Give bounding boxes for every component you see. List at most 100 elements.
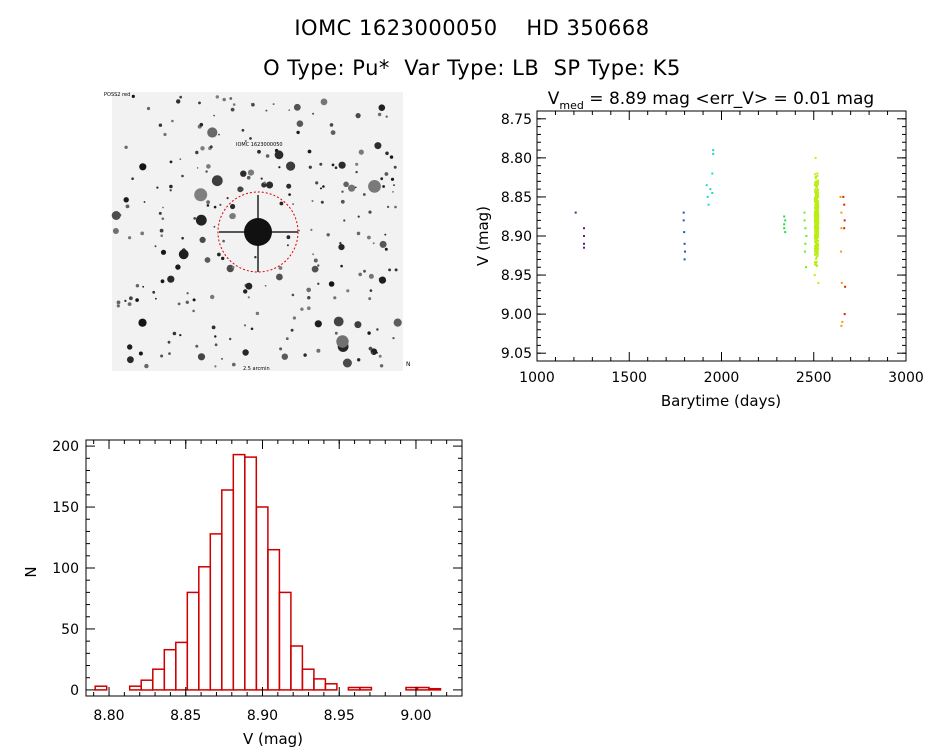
- light-curve-point: [816, 189, 819, 192]
- background-star: [303, 353, 307, 357]
- background-star: [172, 331, 177, 336]
- background-star: [358, 272, 363, 277]
- background-star: [135, 298, 139, 302]
- light-curve-point: [816, 193, 819, 196]
- light-curve-frame: [536, 110, 907, 362]
- light-curve-point: [840, 250, 843, 253]
- background-star: [195, 344, 199, 348]
- light-curve-point: [804, 242, 807, 245]
- background-star: [384, 233, 387, 236]
- histogram-ytick-label: 150: [52, 500, 79, 516]
- light-curve-point: [814, 207, 816, 209]
- histogram-bar: [140, 679, 154, 691]
- background-star: [288, 109, 291, 111]
- light-curve-points: [574, 149, 847, 327]
- histogram-bar: [221, 489, 235, 691]
- light-curve-point: [842, 195, 845, 198]
- histogram-ylabel: N: [22, 566, 40, 577]
- background-star: [176, 99, 181, 104]
- background-star: [254, 256, 257, 259]
- background-star: [111, 211, 121, 220]
- background-star: [116, 304, 120, 308]
- background-star: [279, 201, 284, 206]
- background-star: [382, 185, 385, 188]
- background-star: [357, 358, 361, 362]
- background-star: [298, 229, 300, 232]
- background-star: [142, 285, 145, 288]
- background-star: [257, 149, 261, 154]
- background-star: [338, 244, 345, 251]
- background-star: [158, 211, 162, 215]
- light-curve-point: [843, 203, 846, 206]
- light-curve-point: [815, 227, 818, 230]
- background-star: [392, 337, 395, 340]
- light-curve-point: [815, 237, 818, 240]
- target-star: [244, 218, 272, 246]
- light-curve-point: [815, 189, 818, 192]
- background-star: [160, 354, 164, 358]
- histogram-bar: [416, 686, 430, 691]
- light-curve-point: [814, 156, 817, 159]
- light-curve-point: [815, 212, 818, 215]
- background-star: [343, 181, 349, 188]
- background-star: [192, 298, 196, 302]
- background-star: [393, 184, 395, 187]
- light-curve-point: [814, 216, 817, 219]
- light-curve-point: [815, 182, 818, 185]
- histogram-bar: [359, 686, 373, 691]
- light-curve-point: [816, 254, 819, 257]
- background-star: [334, 331, 338, 335]
- light-curve-point: [814, 197, 816, 200]
- light-curve-title-sub: med: [559, 99, 583, 112]
- histogram-xtick-label: 9.00: [400, 708, 431, 724]
- background-star: [124, 299, 127, 302]
- light-curve-point: [706, 195, 709, 198]
- background-star: [331, 163, 335, 167]
- light-curve-point: [816, 207, 819, 210]
- background-star: [206, 200, 211, 205]
- background-star: [362, 193, 366, 196]
- light-curve-point: [813, 188, 816, 191]
- histogram-bar: [232, 453, 246, 691]
- light-curve-point: [816, 202, 819, 205]
- background-star: [231, 265, 235, 269]
- background-star: [384, 247, 388, 251]
- light-curve-point: [814, 262, 817, 265]
- background-star: [336, 335, 349, 348]
- background-star: [368, 273, 374, 279]
- light-curve-point: [814, 244, 817, 247]
- histogram-bar: [209, 533, 223, 691]
- light-curve-title-rest: = 8.89 mag <err_V> = 0.01 mag: [584, 89, 874, 109]
- background-star: [209, 145, 213, 149]
- background-star: [242, 349, 249, 356]
- light-curve-point: [804, 227, 807, 230]
- background-star: [138, 351, 143, 356]
- histogram-bar: [278, 591, 292, 691]
- background-star: [116, 300, 121, 305]
- background-star: [158, 123, 163, 127]
- histogram-bar: [198, 566, 212, 691]
- background-star: [159, 228, 164, 233]
- light-curve-xtick-label: 1500: [611, 370, 647, 386]
- background-star: [286, 235, 291, 240]
- background-star: [138, 318, 147, 327]
- background-star: [125, 204, 130, 209]
- background-star: [276, 273, 283, 281]
- light-curve-ytick-label: 9.00: [501, 307, 532, 323]
- histogram-bar: [267, 548, 281, 691]
- target-circle: [217, 191, 299, 273]
- light-curve-point: [682, 211, 685, 214]
- background-star: [123, 197, 129, 203]
- background-star: [296, 120, 304, 127]
- light-curve-point: [815, 192, 818, 195]
- light-curve-xtick-label: 3000: [888, 370, 924, 386]
- light-curve-point: [844, 285, 847, 288]
- light-curve-ytick-label: 8.95: [501, 268, 532, 284]
- background-star: [175, 264, 181, 270]
- background-star: [255, 311, 260, 316]
- light-curve-ytick-label: 8.90: [501, 229, 532, 245]
- background-star: [384, 172, 389, 176]
- background-star: [348, 184, 356, 192]
- background-star: [310, 228, 313, 231]
